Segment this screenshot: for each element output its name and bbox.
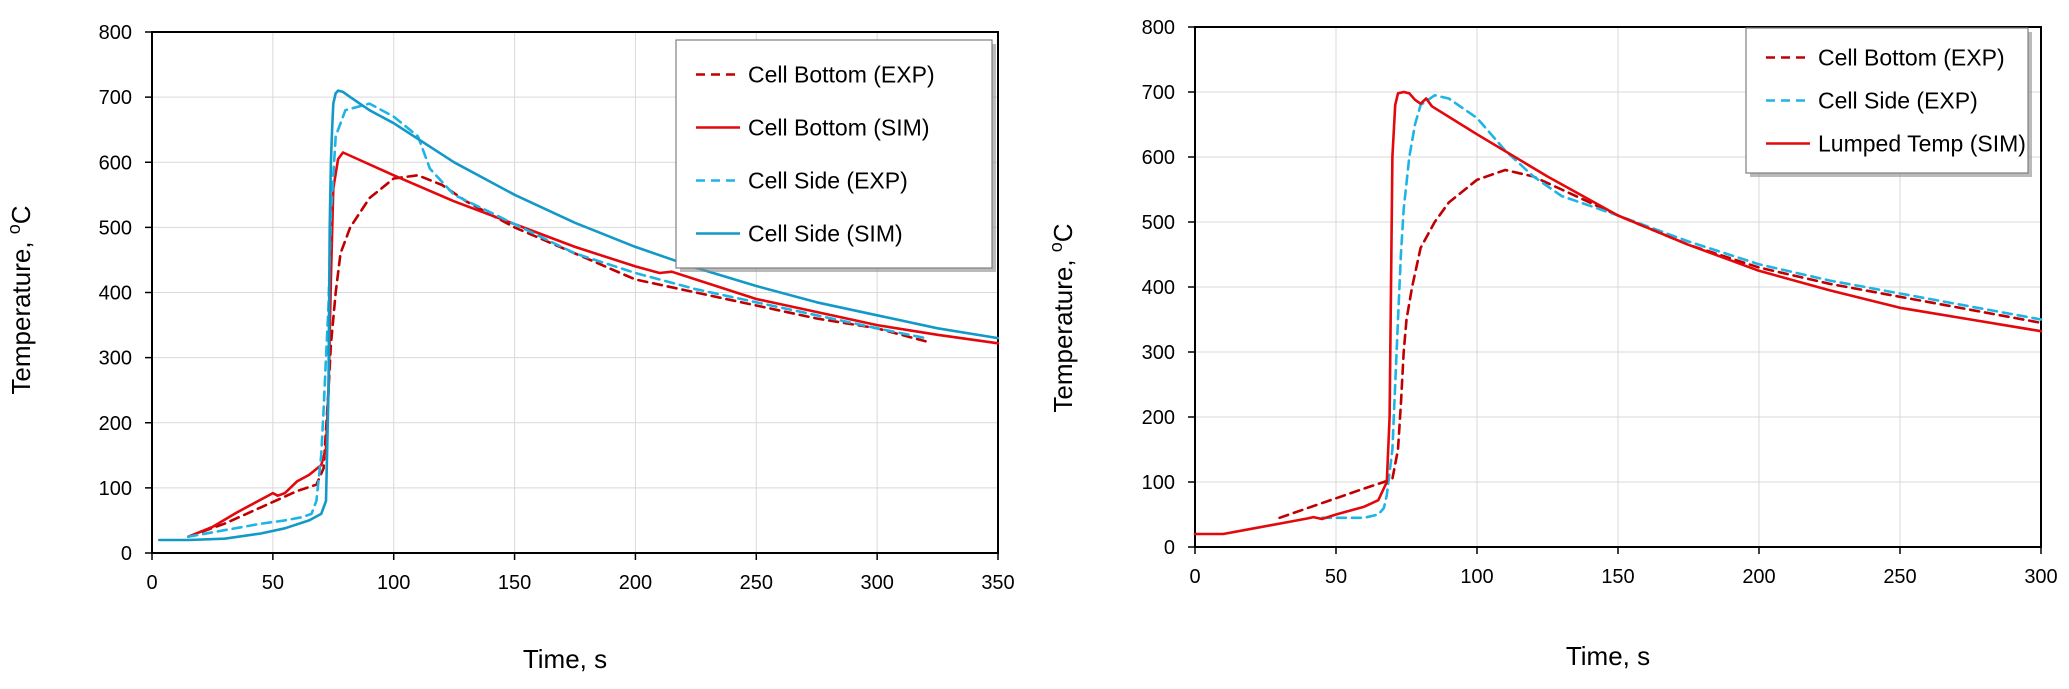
y-tick-label: 400 xyxy=(99,283,132,305)
legend-box xyxy=(1745,27,2029,174)
x-tick-label: 200 xyxy=(1742,566,1775,588)
x-tick-label: 50 xyxy=(1325,566,1347,588)
legend: Cell Bottom (EXP) Cell Bottom (SIM) Cell S… xyxy=(675,39,996,272)
x-tick-label: 250 xyxy=(1883,566,1916,588)
x-axis-title: Time, s xyxy=(523,644,607,674)
y-axis-title: Temperature, oC xyxy=(1046,223,1078,412)
legend-label: Cell Side (SIM) xyxy=(748,221,903,247)
y-tick-label: 200 xyxy=(99,413,132,435)
y-tick-label: 500 xyxy=(1142,212,1175,234)
y-tick-label: 100 xyxy=(1142,472,1175,494)
y-tick-label: 100 xyxy=(99,478,132,500)
x-tick-label: 100 xyxy=(377,572,410,594)
x-tick-label: 150 xyxy=(1601,566,1634,588)
y-tick-label: 700 xyxy=(99,87,132,109)
y-tick-label: 200 xyxy=(1142,407,1175,429)
series-line-cell-side-exp xyxy=(1320,94,2043,520)
legend-label: Lumped Temp (SIM) xyxy=(1818,131,2026,157)
y-axis-title: Temperature, oC xyxy=(4,205,36,394)
x-tick-label: 100 xyxy=(1460,566,1493,588)
legend-label: Cell Side (EXP) xyxy=(748,168,908,194)
legend-box xyxy=(675,39,993,269)
y-tick-label: 300 xyxy=(1142,342,1175,364)
x-tick-label: 200 xyxy=(619,572,652,594)
chart-right: 0 50 100 150 200 250 300 0 100 200 300 400 500 600 700… xyxy=(1046,17,2058,671)
y-tick-label: 0 xyxy=(1164,537,1175,559)
legend-label: Cell Bottom (SIM) xyxy=(748,115,929,141)
x-tick-label: 50 xyxy=(262,572,284,594)
x-tick-label: 150 xyxy=(498,572,531,594)
x-tick-label: 300 xyxy=(2024,566,2057,588)
y-tick-label: 700 xyxy=(1142,82,1175,104)
y-tick-label: 800 xyxy=(1142,17,1175,39)
x-tick-label: 0 xyxy=(146,572,157,594)
series-line-lumped-temp-sim xyxy=(1193,90,2043,536)
x-tick-label: 0 xyxy=(1189,566,1200,588)
x-tick-label: 350 xyxy=(981,572,1014,594)
y-tick-label: 800 xyxy=(99,22,132,44)
series-line-cell-side-sim xyxy=(158,89,1000,542)
series-line-cell-bottom-sim xyxy=(187,151,1000,539)
x-tick-label: 250 xyxy=(740,572,773,594)
legend: Cell Bottom (EXP) Cell Side (EXP) Lumped T… xyxy=(1745,27,2032,177)
y-tick-label: 0 xyxy=(121,543,132,565)
chart-left: 0 50 100 150 200 250 300 350 0 100 200 300 400 500 600… xyxy=(4,22,1015,674)
y-tick-label: 400 xyxy=(1142,277,1175,299)
legend-label: Cell Bottom (EXP) xyxy=(1818,45,2005,71)
series-line-cell-bottom-exp xyxy=(1278,168,2043,520)
y-tick-label: 300 xyxy=(99,348,132,370)
x-tick-label: 300 xyxy=(860,572,893,594)
series-line-cell-side-exp xyxy=(187,102,927,539)
series-line-cell-bottom-exp xyxy=(187,174,927,539)
x-axis-title: Time, s xyxy=(1566,641,1650,671)
y-tick-label: 500 xyxy=(99,217,132,239)
legend-label: Cell Side (EXP) xyxy=(1818,88,1978,114)
y-tick-label: 600 xyxy=(1142,147,1175,169)
legend-label: Cell Bottom (EXP) xyxy=(748,62,935,88)
y-tick-label: 600 xyxy=(99,152,132,174)
